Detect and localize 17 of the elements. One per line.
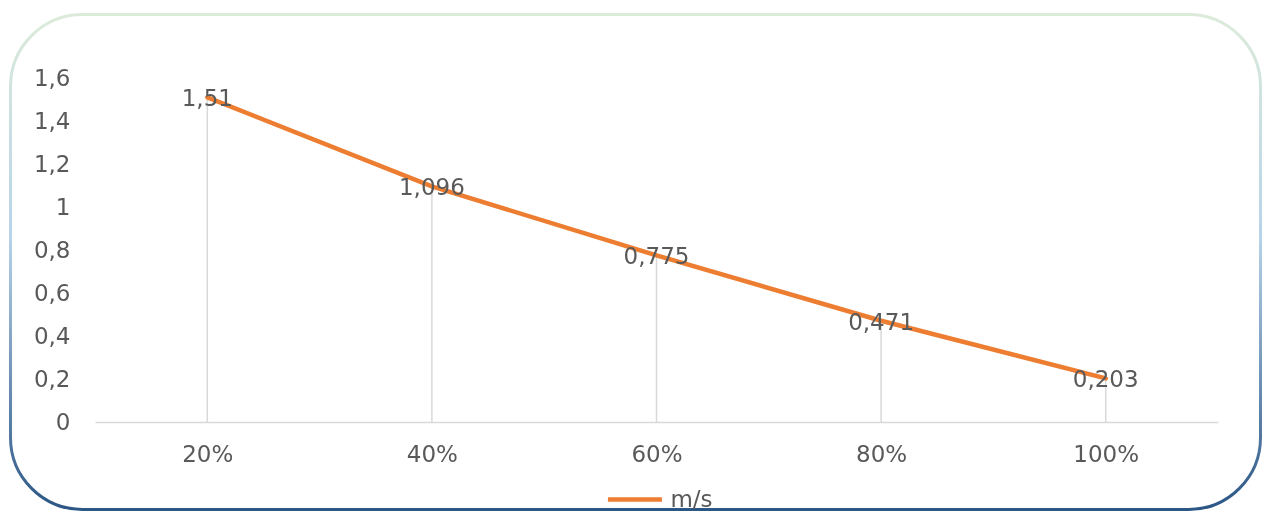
x-tick-label: 60% <box>631 440 683 467</box>
y-tick-label: 1,2 <box>33 150 71 177</box>
y-tick-label: 0,8 <box>33 236 71 263</box>
y-tick-label: 0,2 <box>33 365 71 392</box>
data-label: 1,51 <box>181 85 233 112</box>
x-tick-label: 20% <box>182 440 234 467</box>
x-tick-label: 40% <box>406 440 458 467</box>
y-tick-label: 0 <box>55 408 71 435</box>
x-tick-label: 80% <box>856 440 908 467</box>
y-tick-label: 0,6 <box>33 279 71 306</box>
y-tick-label: 1,4 <box>33 107 71 134</box>
y-tick-label: 1,6 <box>33 64 71 91</box>
y-tick-label: 0,4 <box>33 322 71 349</box>
data-label: 0,203 <box>1072 366 1139 393</box>
x-tick-label: 100% <box>1073 440 1140 467</box>
legend-label: m/s <box>670 485 713 512</box>
y-tick-label: 1 <box>55 193 71 220</box>
